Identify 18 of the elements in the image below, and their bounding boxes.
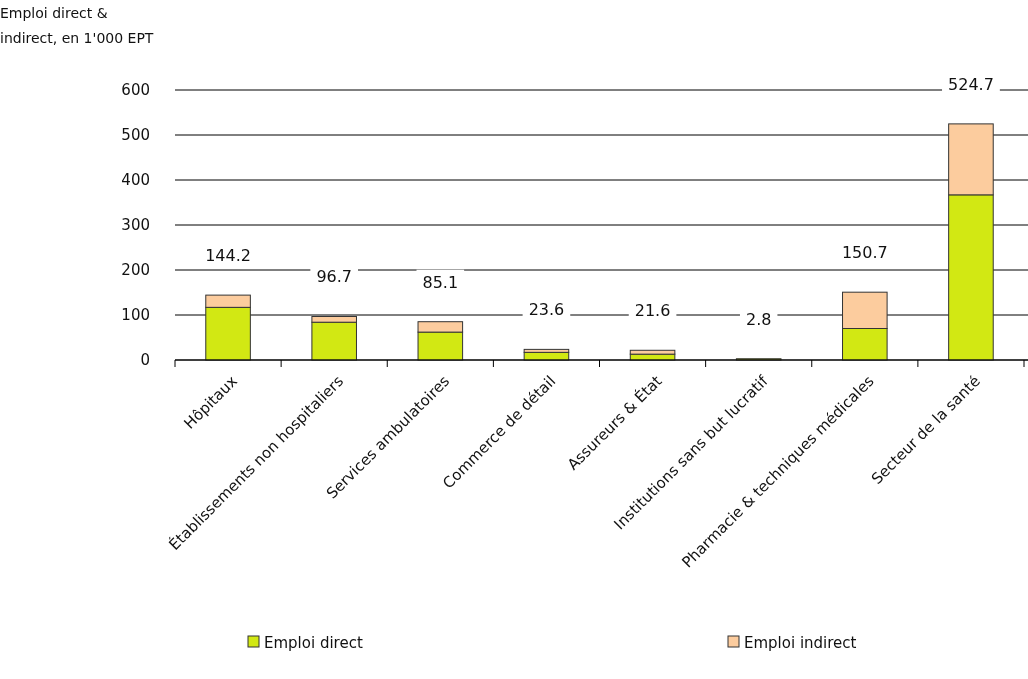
legend-label: Emploi indirect: [744, 634, 857, 652]
total-label: 150.7: [841, 243, 888, 263]
y-tick-label: 0: [140, 351, 150, 369]
y-tick-label: 200: [121, 261, 150, 279]
y-axis-title: Emploi direct & indirect, en 1'000 EPT: [0, 5, 154, 46]
y-tick-label: 100: [121, 306, 150, 324]
total-label: 85.1: [422, 272, 459, 292]
total-label: 23.6: [528, 300, 565, 320]
y-tick-label: 600: [121, 81, 150, 99]
y-tick-label: 400: [121, 171, 150, 189]
total-label: 21.6: [634, 301, 671, 321]
total-label: 96.7: [316, 267, 352, 287]
legend-label: Emploi direct: [264, 634, 363, 652]
total-label: 144.2: [205, 246, 251, 266]
total-label: 2.8: [745, 309, 772, 329]
total-label: 524.7: [948, 74, 994, 94]
y-tick-label: 300: [121, 216, 150, 234]
y-tick-label: 500: [121, 126, 150, 144]
